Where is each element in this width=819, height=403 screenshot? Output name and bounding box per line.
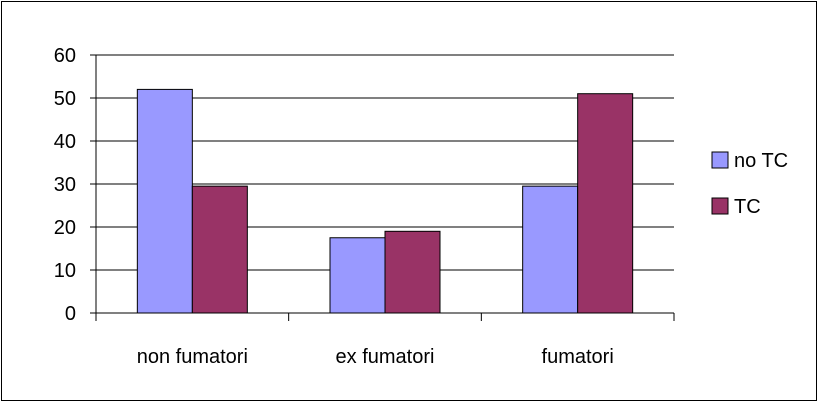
y-tick-label: 20	[54, 217, 76, 239]
category-label: ex fumatori	[336, 346, 435, 368]
category-label: fumatori	[542, 346, 614, 368]
legend-label: TC	[734, 196, 761, 218]
y-tick-label: 0	[65, 303, 76, 325]
y-tick-label: 10	[54, 260, 76, 282]
y-tick-label: 60	[54, 45, 76, 67]
bar-tc-1	[384, 230, 441, 314]
category-label: non fumatori	[137, 346, 248, 368]
bars	[136, 88, 634, 314]
legend: no TC TC	[711, 150, 788, 218]
bar-no-tc-2	[522, 185, 579, 314]
axes	[90, 54, 675, 321]
legend-swatch-tc	[711, 197, 729, 215]
bar-tc-2	[577, 93, 634, 314]
bar-no-tc-0	[136, 88, 193, 314]
legend-swatch-no-tc	[711, 151, 729, 169]
bar-no-tc-1	[329, 237, 386, 314]
y-tick-label: 30	[54, 174, 76, 196]
category-labels: non fumatori ex fumatori fumatori	[137, 346, 614, 368]
bar-tc-0	[191, 185, 248, 314]
y-tick-label: 50	[54, 88, 76, 110]
legend-label: no TC	[734, 150, 788, 172]
y-tick-label: 40	[54, 131, 76, 153]
y-tick-labels: 0 10 20 30 40 50 60	[54, 45, 76, 325]
